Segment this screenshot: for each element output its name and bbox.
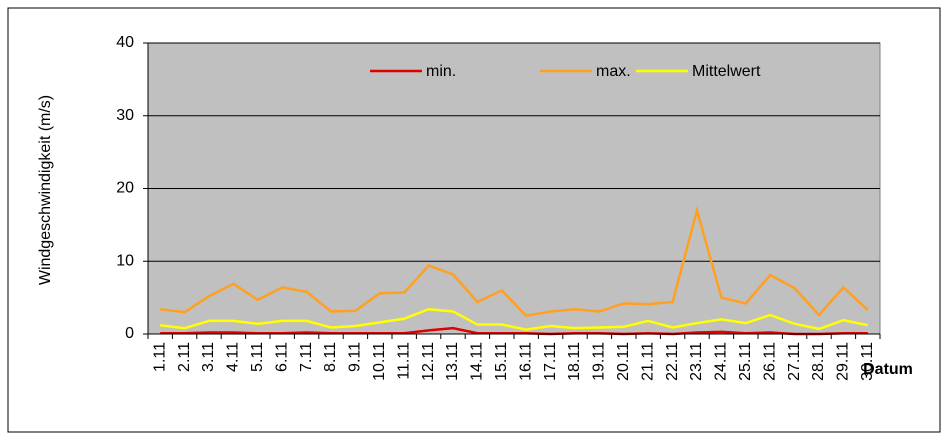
x-tick-label: 20.11 (615, 342, 632, 381)
y-tick-label: 0 (125, 325, 134, 342)
y-tick-label: 40 (116, 34, 134, 51)
x-tick-label: 10.11 (371, 342, 388, 381)
x-tick-label: 3.11 (200, 342, 217, 372)
y-axis-label: Windgeschwindigkeit (m/s) (37, 95, 54, 285)
x-tick-label: 8.11 (322, 342, 339, 372)
legend-label: min. (426, 63, 456, 80)
x-tick-label: 6.11 (273, 342, 290, 372)
x-tick-label: 2.11 (176, 342, 193, 372)
x-tick-label: 12.11 (420, 342, 437, 381)
x-tick-label: 25.11 (737, 342, 754, 381)
x-axis-label: Datum (863, 361, 913, 378)
x-tick-label: 27.11 (786, 342, 803, 381)
series-line (160, 307, 869, 331)
x-tick-label: 22.11 (664, 342, 681, 381)
x-tick-label: 23.11 (688, 342, 705, 381)
y-tick-label: 10 (116, 252, 134, 269)
y-tick-label: 20 (116, 180, 134, 197)
x-tick-label: 18.11 (566, 342, 583, 381)
series-line (160, 326, 868, 336)
x-tick-label: 28.11 (810, 342, 827, 381)
x-tick-label: 1.11 (151, 342, 168, 372)
x-tick-label: 11.11 (395, 342, 412, 380)
x-tick-label: 21.11 (639, 342, 656, 381)
x-tick-label: 24.11 (713, 342, 730, 381)
x-tick-label: 26.11 (761, 342, 778, 381)
x-tick-label: 29.11 (835, 342, 852, 381)
x-tick-label: 15.11 (493, 342, 510, 381)
x-tick-label: 13.11 (444, 342, 461, 381)
x-tick-label: 19.11 (591, 342, 608, 381)
x-tick-label: 9.11 (347, 342, 364, 372)
x-tick-label: 14.11 (469, 342, 486, 381)
x-tick-label: 16.11 (517, 342, 534, 381)
x-tick-label: 5.11 (249, 342, 266, 372)
legend-label: Mittelwert (692, 63, 761, 80)
y-tick-label: 30 (116, 107, 134, 124)
series-line (160, 205, 869, 318)
legend-label: max. (596, 63, 631, 80)
x-tick-label: 4.11 (225, 342, 242, 372)
x-tick-label: 17.11 (542, 342, 559, 381)
x-tick-label: 7.11 (298, 342, 315, 372)
x-tick-label: 30.11 (859, 342, 876, 381)
